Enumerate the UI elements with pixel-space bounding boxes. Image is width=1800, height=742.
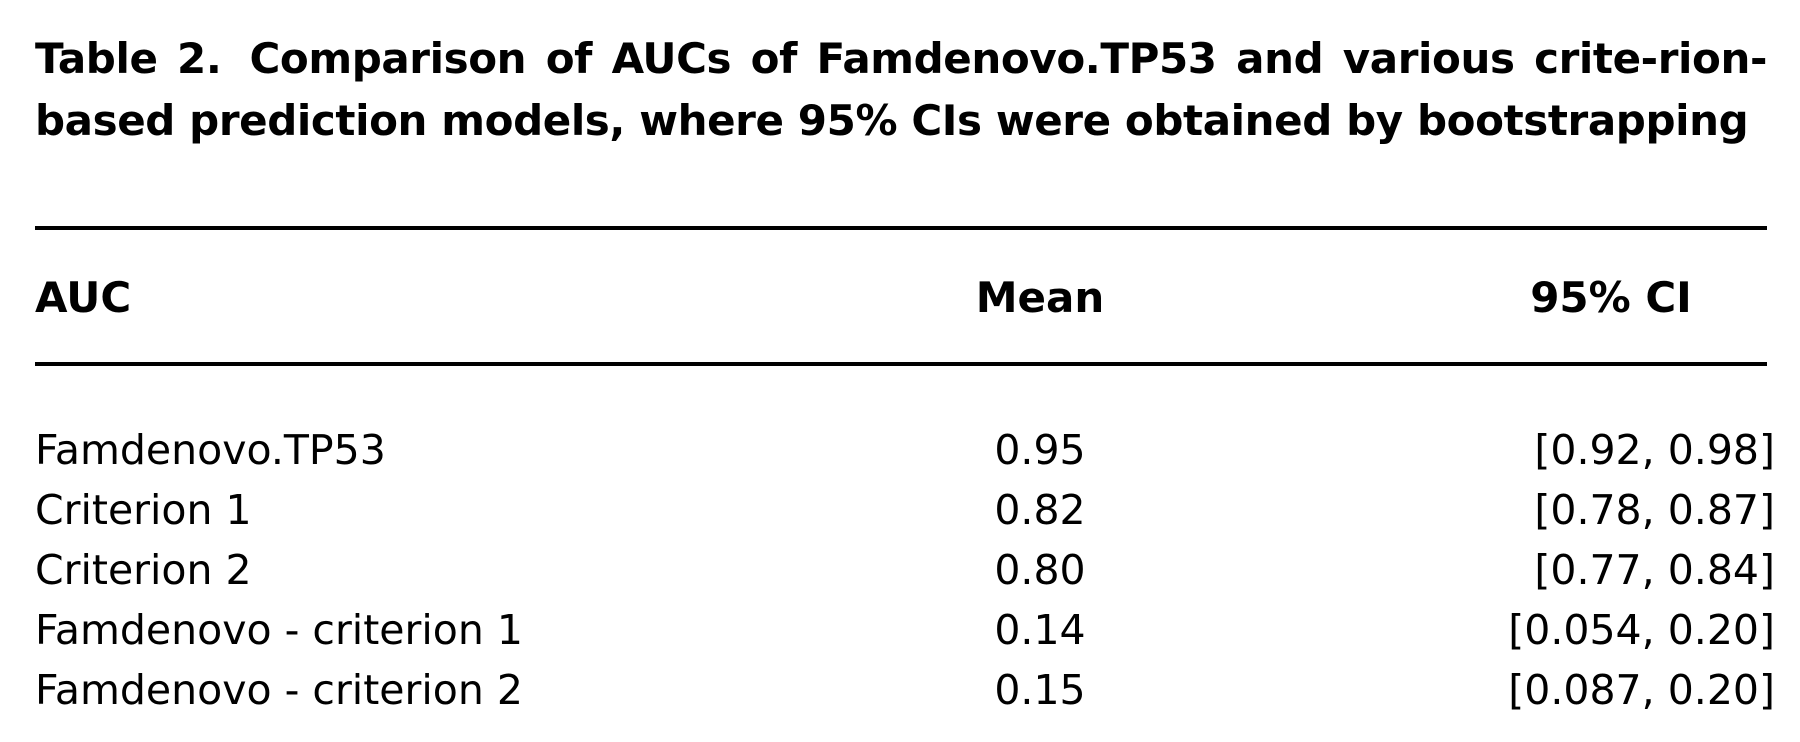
row-ci: [0.78, 0.87] (1534, 486, 1775, 534)
table-body: Famdenovo.TP53 0.95 [0.92, 0.98] Criteri… (35, 420, 1775, 720)
header-auc: AUC (35, 273, 132, 322)
row-mean: 0.15 (994, 666, 1086, 714)
table-row: Famdenovo - criterion 1 0.14 [0.054, 0.2… (35, 600, 1775, 660)
row-ci: [0.054, 0.20] (1508, 606, 1775, 654)
row-name: Criterion 2 (35, 546, 252, 594)
table-header: AUC Mean 95% CI (35, 268, 1767, 328)
table-row: Famdenovo - criterion 2 0.15 [0.087, 0.2… (35, 660, 1775, 720)
row-mean: 0.80 (994, 546, 1086, 594)
row-mean: 0.95 (994, 426, 1086, 474)
table-row: Criterion 1 0.82 [0.78, 0.87] (35, 480, 1775, 540)
table-label: Table 2. (35, 34, 222, 83)
table-figure: Table 2. Comparison of AUCs of Famdenovo.… (35, 28, 1775, 714)
row-mean: 0.82 (994, 486, 1086, 534)
row-ci: [0.087, 0.20] (1508, 666, 1775, 714)
row-name: Famdenovo.TP53 (35, 426, 386, 474)
header-mean: Mean (975, 273, 1105, 322)
row-ci: [0.92, 0.98] (1534, 426, 1775, 474)
header-ci: 95% CI (1530, 273, 1692, 322)
table-row: Criterion 2 0.80 [0.77, 0.84] (35, 540, 1775, 600)
header-rule (35, 362, 1767, 366)
table-row: Famdenovo.TP53 0.95 [0.92, 0.98] (35, 420, 1775, 480)
row-name: Famdenovo - criterion 2 (35, 666, 523, 714)
row-mean: 0.14 (994, 606, 1086, 654)
top-rule (35, 226, 1767, 230)
row-name: Famdenovo - criterion 1 (35, 606, 523, 654)
row-ci: [0.77, 0.84] (1534, 546, 1775, 594)
caption-text: Comparison of AUCs of Famdenovo.TP53 and… (35, 34, 1768, 145)
table-caption: Table 2. Comparison of AUCs of Famdenovo.… (35, 28, 1767, 152)
row-name: Criterion 1 (35, 486, 252, 534)
